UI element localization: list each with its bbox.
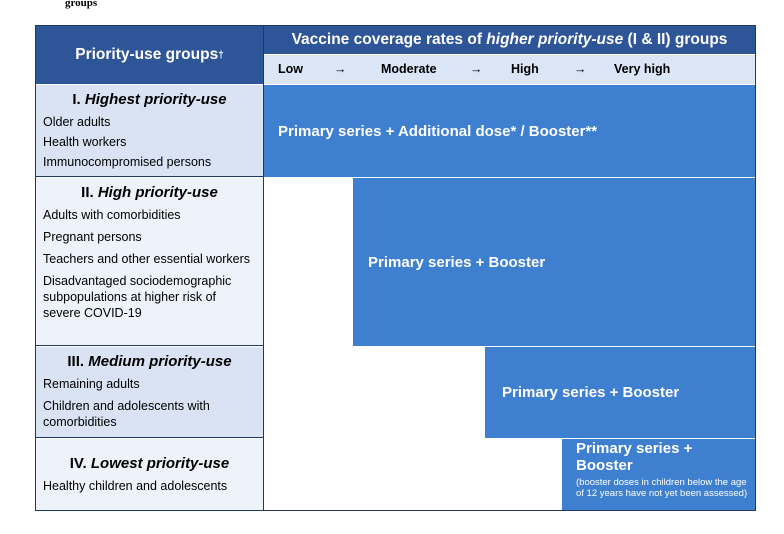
group-item: Pregnant persons xyxy=(43,230,142,244)
group-title: II. High priority-use xyxy=(81,184,218,201)
dagger-mark: † xyxy=(218,49,224,61)
table-frame xyxy=(35,25,756,511)
bar-label: Primary series + Booster xyxy=(576,440,693,474)
header-coverage-rates: Vaccine coverage rates of higher priorit… xyxy=(264,26,755,54)
group-item: Healthy children and adolescents xyxy=(43,479,228,493)
header-priority-groups-label: Priority-use groups xyxy=(75,46,219,63)
group-lowest: IV. Lowest priority-use Healthy children… xyxy=(36,439,263,510)
header-coverage-post: (I & II) groups xyxy=(627,31,728,48)
scale-low: Low xyxy=(278,62,303,76)
group-item: Teachers and other essential workers xyxy=(43,252,251,266)
group-item: Immunocompromised persons xyxy=(43,155,212,169)
group-item: Health workers xyxy=(43,135,127,149)
scale-moderate: Moderate xyxy=(381,62,437,76)
group-title: I. Highest priority-use xyxy=(72,91,227,108)
bar-high: Primary series + Booster xyxy=(353,178,755,346)
header-coverage-em: higher priority-use xyxy=(486,31,624,48)
bar-label: Primary series + Booster xyxy=(368,253,546,271)
group-item: Disadvantaged sociodemographic subpopula… xyxy=(43,274,232,320)
bar-label: Primary series + Additional dose* / Boos… xyxy=(278,122,598,140)
scale-arrow-1: → xyxy=(334,62,347,76)
group-highest: I. Highest priority-use Older adults Hea… xyxy=(36,85,263,177)
group-item: Adults with comorbidities xyxy=(43,208,181,222)
scale-very-high: Very high xyxy=(614,62,671,76)
table-caption: groups xyxy=(65,0,98,9)
header-priority-groups: Priority-use groups † xyxy=(36,26,263,84)
bar-lowest: Primary series + Booster (booster doses … xyxy=(562,439,755,510)
scale-high: High xyxy=(511,62,539,76)
group-high: II. High priority-use Adults with comorb… xyxy=(36,178,263,346)
group-item: Remaining adults xyxy=(43,377,140,391)
bar-highest: Primary series + Additional dose* / Boos… xyxy=(264,85,755,177)
coverage-scale: Low → Moderate → High → Very high xyxy=(264,55,755,84)
column-divider xyxy=(263,26,264,510)
group-medium: III. Medium priority-use Remaining adult… xyxy=(36,347,263,438)
header-coverage-pre: Vaccine coverage rates of xyxy=(291,31,482,48)
group-item: Children and adolescents with comorbidit… xyxy=(43,399,210,429)
bar-label: Primary series + Booster xyxy=(502,384,680,401)
bar-medium: Primary series + Booster xyxy=(485,347,755,438)
bar-note: (booster doses in children below the age… xyxy=(576,477,748,499)
scale-arrow-3: → xyxy=(574,62,587,76)
group-title: IV. Lowest priority-use xyxy=(69,455,230,472)
group-title: III. Medium priority-use xyxy=(67,353,232,370)
scale-arrow-2: → xyxy=(470,62,483,76)
group-item: Older adults xyxy=(43,115,111,129)
